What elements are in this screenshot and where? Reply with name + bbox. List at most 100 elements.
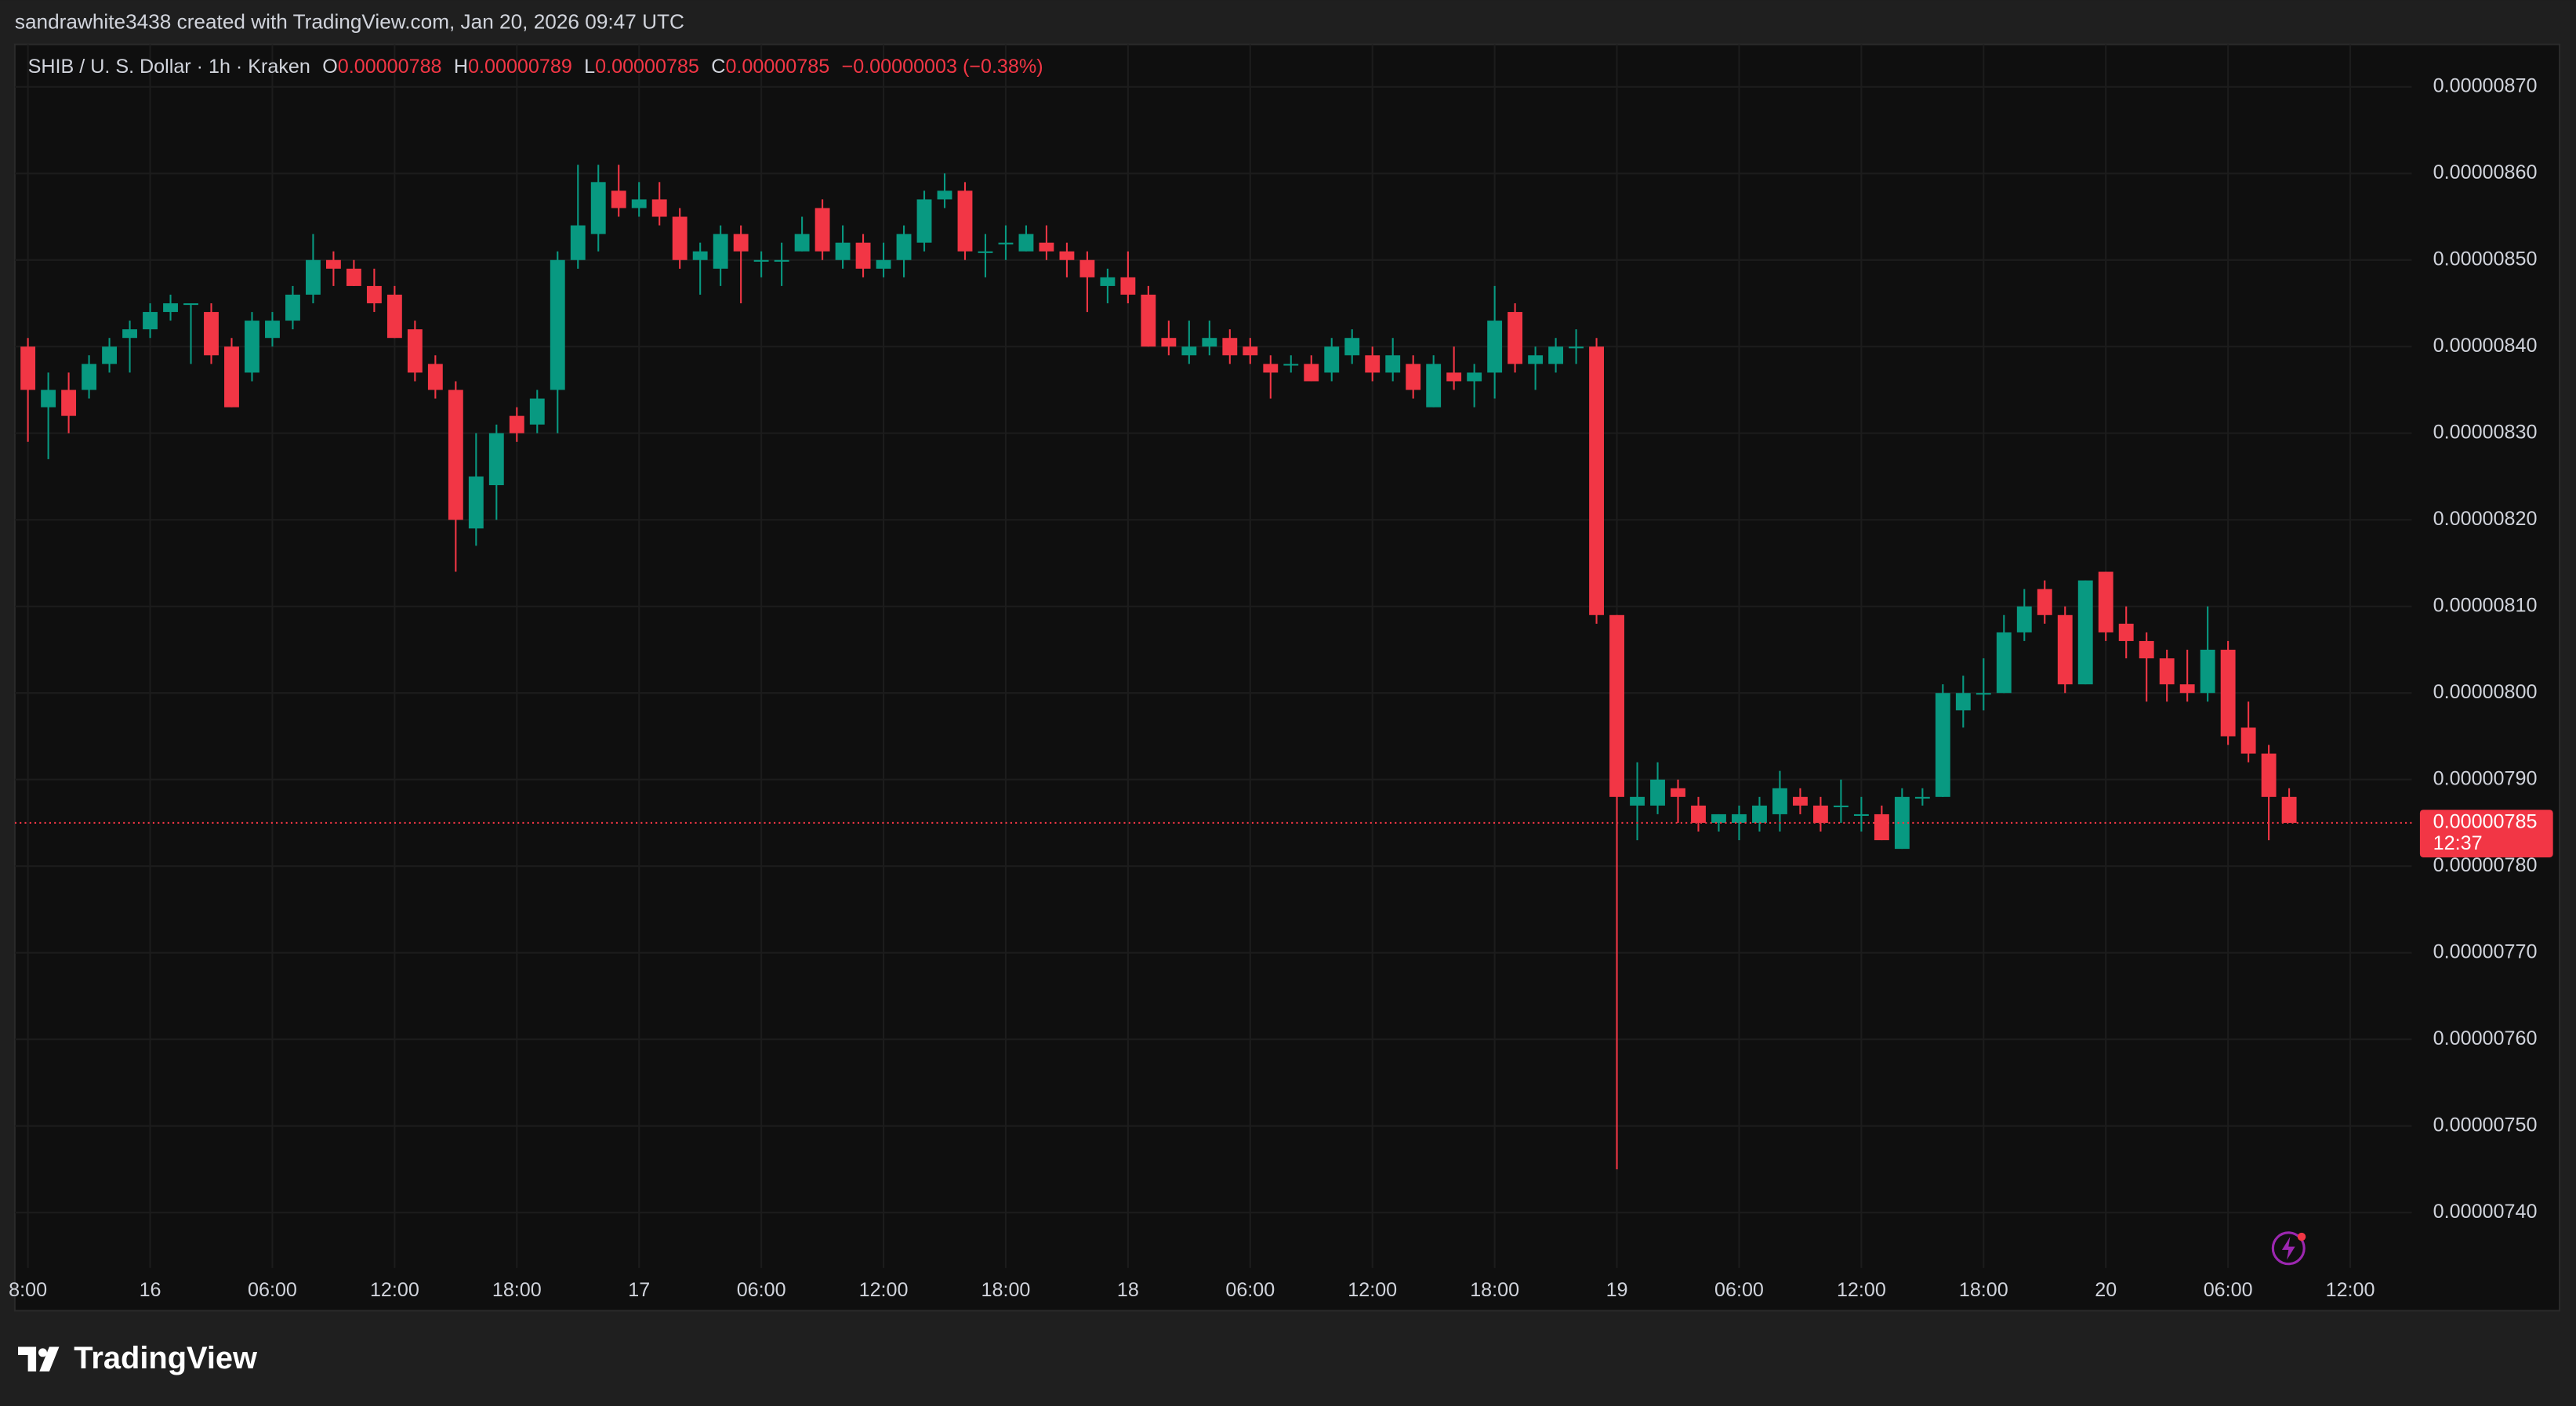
candle-body (876, 259, 891, 269)
last-price-box (2419, 810, 2553, 857)
candle-body (1752, 805, 1767, 823)
x-tick-label: 18:00 (1470, 1279, 1519, 1301)
candle-body (957, 190, 973, 252)
x-tick-label: 06:00 (248, 1279, 297, 1301)
candle-body (407, 329, 423, 373)
y-tick-label: 0.00000820 (2433, 508, 2538, 530)
candle-body (2077, 580, 2093, 685)
candle-body (1508, 312, 1523, 364)
candle-body (1812, 805, 1828, 823)
footer-logo[interactable]: TradingView (18, 1341, 258, 1375)
candle-body (1365, 355, 1381, 373)
candle-body (2281, 796, 2297, 823)
y-tick-label: 0.00000740 (2433, 1201, 2538, 1223)
candle-body (2261, 753, 2277, 797)
candle-body (916, 199, 932, 243)
alert-icon[interactable] (2271, 1231, 2306, 1266)
candle-body (713, 234, 728, 269)
candle-body (1385, 355, 1401, 373)
candle-body (1853, 814, 1869, 817)
candle-body (896, 234, 912, 260)
legend: SHIB / U. S. Dollar · 1h · Kraken O0.000… (28, 56, 1043, 78)
x-tick-label: 17 (628, 1279, 650, 1301)
candle-body (1426, 364, 1442, 408)
x-tick-label: 12:00 (370, 1279, 419, 1301)
candle-body (427, 364, 443, 390)
x-tick-label: 18:00 (492, 1279, 542, 1301)
candle-body (468, 477, 484, 529)
candle-body (1772, 788, 1787, 814)
candle-body (2240, 727, 2256, 754)
y-tick-label: 0.00000760 (2433, 1027, 2538, 1049)
x-tick-label: 06:00 (2204, 1279, 2253, 1301)
candle-body (978, 251, 993, 253)
candle-body (265, 321, 280, 339)
legend-value: 0.00000785 (725, 56, 829, 78)
candle-body (1120, 277, 1136, 295)
y-tick-label: 0.00000850 (2433, 248, 2538, 270)
x-tick-label: 12:00 (1837, 1279, 1886, 1301)
y-tick-label: 0.00000830 (2433, 421, 2538, 443)
candle-body (1141, 294, 1156, 347)
candle-body (1304, 364, 1319, 382)
x-tick-label: 06:00 (1714, 1279, 1764, 1301)
candle-body (122, 329, 137, 339)
candle-body (2179, 684, 2195, 694)
y-tick-label: 0.00000810 (2433, 594, 2538, 616)
candle-body (2139, 640, 2154, 659)
last-price-label: 0.00000785 (2433, 811, 2538, 833)
candle-body (1406, 364, 1421, 390)
candle-body (102, 346, 118, 364)
x-tick-label: 20 (2095, 1279, 2117, 1301)
countdown-label: 12:37 (2433, 832, 2483, 854)
y-tick-label: 0.00000840 (2433, 335, 2538, 357)
candle-body (1935, 693, 1950, 797)
legend-key: H (454, 56, 468, 78)
y-tick-label: 0.00000780 (2433, 854, 2538, 876)
y-tick-label: 0.00000790 (2433, 767, 2538, 789)
axes: 0.00000740 0.00000750 0.00000760 0.00000770… (9, 74, 2553, 1301)
candle-body (1039, 242, 1054, 252)
candle-body (2098, 571, 2113, 632)
legend-key: O (322, 56, 338, 78)
candle-body (346, 268, 361, 286)
candle-body (448, 390, 463, 520)
candle-body (325, 259, 341, 269)
candle-body (835, 242, 851, 260)
candle-body (753, 259, 769, 262)
candle-body (1609, 614, 1624, 797)
candle-body (1792, 796, 1808, 806)
legend-value: 0.00000789 (468, 56, 572, 78)
candle-body (183, 303, 198, 306)
y-tick-label: 0.00000770 (2433, 940, 2538, 962)
x-tick-label: 18:00 (981, 1279, 1031, 1301)
candle-body (692, 251, 708, 260)
legend-value: 0.00000788 (338, 56, 442, 78)
legend-key: C (711, 56, 725, 78)
candle-body (794, 234, 810, 252)
x-tick-label: 12:00 (859, 1279, 909, 1301)
candle-body (1446, 372, 1462, 382)
candle-body (245, 321, 259, 373)
x-tick-label: 8:00 (9, 1279, 47, 1301)
x-tick-label: 06:00 (1225, 1279, 1275, 1301)
candle-body (611, 190, 626, 208)
candle-body (1344, 338, 1360, 356)
candle-body (1181, 346, 1197, 356)
footer-text: TradingView (74, 1341, 258, 1375)
candle-body (61, 390, 77, 416)
x-tick-label: 12:00 (2326, 1279, 2375, 1301)
legend-value: 0.00000785 (595, 56, 699, 78)
candle-body (143, 312, 158, 330)
candle-body (1161, 338, 1177, 347)
candle-body (1976, 693, 1991, 695)
candle-body (509, 415, 524, 433)
candle-body (2037, 589, 2052, 615)
candle-body (1324, 346, 1340, 373)
candle-body (570, 225, 586, 260)
candle-body (488, 433, 504, 486)
candle-body (306, 259, 321, 295)
candle-body (1955, 693, 1971, 711)
